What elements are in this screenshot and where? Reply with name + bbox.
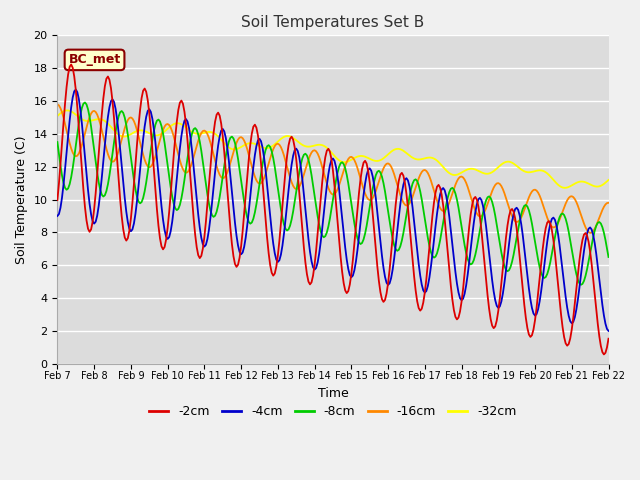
Text: BC_met: BC_met <box>68 53 121 66</box>
Title: Soil Temperatures Set B: Soil Temperatures Set B <box>241 15 424 30</box>
X-axis label: Time: Time <box>317 387 348 400</box>
Legend: -2cm, -4cm, -8cm, -16cm, -32cm: -2cm, -4cm, -8cm, -16cm, -32cm <box>145 400 522 423</box>
Y-axis label: Soil Temperature (C): Soil Temperature (C) <box>15 135 28 264</box>
